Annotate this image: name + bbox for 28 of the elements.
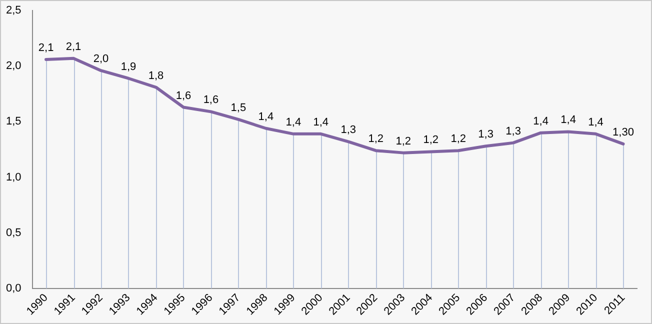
data-label: 1,4 <box>286 116 302 128</box>
y-tick-label: 0,5 <box>6 226 22 239</box>
data-label: 2,1 <box>66 40 82 53</box>
data-label: 1,6 <box>176 90 192 102</box>
data-label: 1,2 <box>396 135 412 148</box>
data-label: 1,3 <box>478 128 494 141</box>
data-label: 1,9 <box>120 60 136 73</box>
data-label: 1,30 <box>612 126 634 138</box>
data-label: 1,5 <box>230 102 246 114</box>
data-label: 1,2 <box>450 133 466 146</box>
data-label: 1,4 <box>560 114 576 126</box>
data-label: 1,3 <box>340 124 356 136</box>
data-label: 1,2 <box>368 133 384 146</box>
y-tick-label: 1,5 <box>6 116 22 128</box>
y-tick-label: 2,0 <box>6 60 22 72</box>
y-tick-label: 1,0 <box>6 171 22 184</box>
data-label: 1,4 <box>588 116 604 128</box>
data-label: 1,4 <box>533 115 548 128</box>
data-label: 1,3 <box>506 125 521 138</box>
data-label: 1,6 <box>203 94 219 106</box>
y-tick-label: 2,5 <box>6 4 22 17</box>
data-label: 2,0 <box>93 53 109 66</box>
data-label: 1,8 <box>148 70 164 82</box>
data-label: 1,4 <box>258 110 274 123</box>
y-tick-label: 0,0 <box>6 282 22 294</box>
data-label: 1,4 <box>313 116 329 128</box>
data-label: 2,1 <box>38 42 54 54</box>
data-label: 1,2 <box>423 134 438 146</box>
